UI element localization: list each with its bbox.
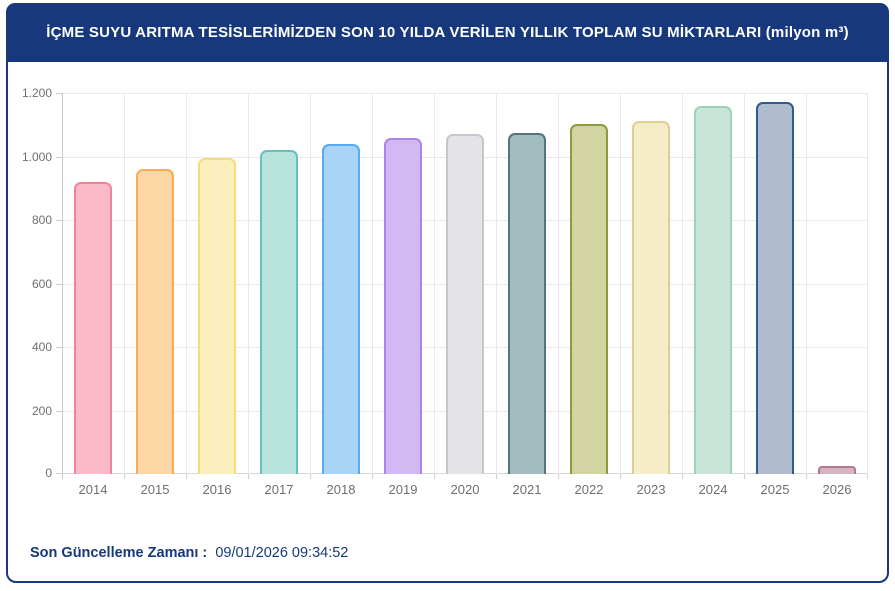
x-axis-label-2018: 2018 — [326, 482, 356, 497]
x-axis-label-2019: 2019 — [388, 482, 418, 497]
y-tick — [56, 473, 62, 474]
gridline-x-6 — [434, 93, 435, 474]
gridline-y-1200 — [62, 93, 868, 94]
y-axis-label-800: 800 — [31, 213, 52, 227]
dashboard-card: İÇME SUYU ARITMA TESİSLERİMİZDEN SON 10 … — [6, 3, 889, 583]
gridline-x-10 — [682, 93, 683, 474]
bar-2021[interactable] — [508, 133, 546, 474]
plot-area: 0 200 400 600 800 1.000 1.200 — [22, 86, 868, 480]
gridline-x-11 — [744, 93, 745, 474]
bar-2022[interactable] — [570, 124, 608, 474]
last-update-value: 09/01/2026 09:34:52 — [215, 545, 349, 561]
gridline-x-1 — [124, 93, 125, 474]
card-body: 0 200 400 600 800 1.000 1.200 2014 2015 2016 2017… — [6, 62, 889, 583]
gridline-x-13 — [867, 93, 868, 474]
y-tick — [56, 220, 62, 221]
x-axis-label-2017: 2017 — [264, 482, 294, 497]
bar-2024[interactable] — [694, 106, 732, 474]
x-axis-label-2024: 2024 — [698, 482, 728, 497]
bar-chart: 0 200 400 600 800 1.000 1.200 2014 2015 2016 2017… — [8, 62, 887, 581]
x-axis-label-2023: 2023 — [636, 482, 666, 497]
y-tick — [56, 411, 62, 412]
x-tick — [248, 474, 249, 479]
gridline-x-7 — [496, 93, 497, 474]
bar-2018[interactable] — [322, 144, 360, 474]
gridline-x-9 — [620, 93, 621, 474]
bar-2016[interactable] — [198, 158, 236, 474]
bar-2026[interactable] — [818, 466, 856, 474]
x-axis-label-2025: 2025 — [760, 482, 790, 497]
bar-2023[interactable] — [632, 121, 670, 474]
x-tick — [372, 474, 373, 479]
gridline-x-4 — [310, 93, 311, 474]
gridline-x-3 — [248, 93, 249, 474]
gridline-x-8 — [558, 93, 559, 474]
x-axis-label-2014: 2014 — [78, 482, 108, 497]
y-tick — [56, 284, 62, 285]
x-axis-label-2026: 2026 — [822, 482, 852, 497]
y-tick — [56, 157, 62, 158]
y-tick — [56, 347, 62, 348]
bar-2015[interactable] — [136, 169, 174, 474]
x-tick — [310, 474, 311, 479]
bar-2019[interactable] — [384, 138, 422, 474]
x-axis-label-2015: 2015 — [140, 482, 170, 497]
x-tick — [496, 474, 497, 479]
bar-2025[interactable] — [756, 102, 794, 474]
x-axis-label-2020: 2020 — [450, 482, 480, 497]
y-axis-line — [62, 93, 63, 474]
bar-2017[interactable] — [260, 150, 298, 474]
x-tick — [867, 474, 868, 479]
x-axis-label-2021: 2021 — [512, 482, 542, 497]
y-axis-label-1.200: 1.200 — [21, 86, 52, 100]
chart-title: İÇME SUYU ARITMA TESİSLERİMİZDEN SON 10 … — [46, 24, 849, 41]
last-update-line: Son Güncelleme Zamanı : 09/01/2026 09:34… — [30, 545, 348, 561]
gridline-x-5 — [372, 93, 373, 474]
y-axis-label-1.000: 1.000 — [21, 150, 52, 164]
x-tick — [682, 474, 683, 479]
gridline-x-2 — [186, 93, 187, 474]
x-tick — [620, 474, 621, 479]
x-tick — [744, 474, 745, 479]
y-axis-label-600: 600 — [31, 277, 52, 291]
x-tick — [124, 474, 125, 479]
last-update-label: Son Güncelleme Zamanı : — [30, 545, 208, 561]
y-axis-label-200: 200 — [31, 404, 52, 418]
x-tick — [62, 474, 63, 479]
bar-2014[interactable] — [74, 182, 112, 474]
x-axis-labels: 2014 2015 2016 2017 2018 2019 2020 2021 2022 2023… — [62, 480, 868, 500]
x-tick — [186, 474, 187, 479]
x-tick — [434, 474, 435, 479]
bar-2020[interactable] — [446, 134, 484, 474]
x-tick — [806, 474, 807, 479]
y-tick — [56, 93, 62, 94]
x-axis-label-2022: 2022 — [574, 482, 604, 497]
gridline-x-12 — [806, 93, 807, 474]
x-tick — [558, 474, 559, 479]
y-axis-label-0: 0 — [45, 466, 52, 480]
x-axis-label-2016: 2016 — [202, 482, 232, 497]
y-axis-label-400: 400 — [31, 340, 52, 354]
card-header: İÇME SUYU ARITMA TESİSLERİMİZDEN SON 10 … — [6, 3, 889, 62]
